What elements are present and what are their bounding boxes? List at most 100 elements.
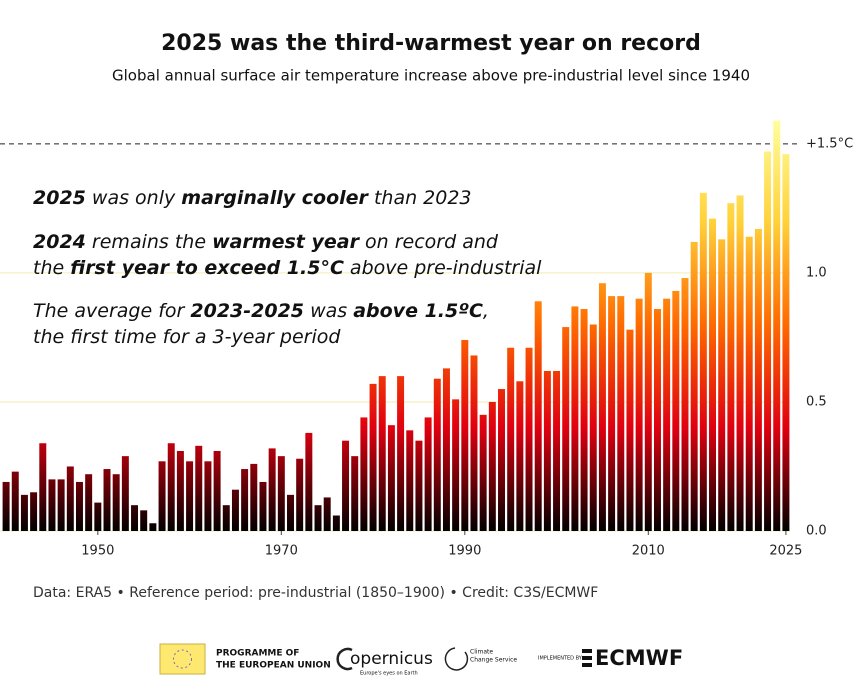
logo-text: ECMWF: [595, 646, 683, 670]
bar: [222, 505, 230, 531]
bar: [149, 523, 157, 531]
bar: [250, 463, 258, 531]
logo-text: opernicus: [350, 649, 433, 669]
logo-text: IMPLEMENTED BY: [538, 656, 583, 662]
logos: PROGRAMME OF THE EUROPEAN UNION opernicu…: [159, 643, 683, 677]
bar: [415, 440, 423, 531]
bar: [782, 154, 790, 531]
annotation-segment: was: [304, 300, 353, 322]
bar: [397, 376, 405, 531]
bar: [2, 481, 10, 531]
bar: [553, 370, 561, 531]
bar: [131, 505, 139, 531]
bar: [112, 474, 120, 531]
bar: [11, 471, 19, 531]
annotation-segment: ,: [483, 300, 489, 322]
bar: [231, 489, 239, 531]
bar: [626, 329, 634, 531]
annotation-segment: was only: [86, 187, 181, 209]
bar: [241, 469, 249, 531]
bar: [699, 192, 707, 531]
annotation: the first year to exceed 1.5°C above pre…: [33, 257, 542, 279]
y-tick-label: 0.0: [806, 524, 827, 539]
x-tick-label: 1950: [81, 544, 114, 559]
bar: [653, 309, 661, 531]
bar: [268, 448, 276, 531]
logo-text: Change Service: [470, 657, 517, 664]
bar: [351, 456, 359, 531]
annotation-segment: warmest year: [212, 231, 361, 253]
bar: [204, 461, 212, 531]
bar: [305, 432, 313, 531]
annotation-segment: the: [33, 257, 70, 279]
bar: [644, 272, 652, 531]
bar: [176, 450, 184, 531]
ecmwf-icon: [582, 649, 592, 667]
bar: [75, 481, 83, 531]
bar: [369, 383, 377, 531]
annotation-segment: 2023-2025: [190, 300, 304, 322]
annotation-segment: first year to exceed 1.5°C: [70, 257, 344, 279]
annotation-segment: above 1.5ºC: [353, 300, 483, 322]
bar: [48, 479, 56, 531]
bar: [534, 301, 542, 531]
x-tick-label: 1990: [448, 544, 481, 559]
bar: [470, 355, 478, 531]
bar: [608, 296, 616, 531]
bar: [672, 290, 680, 531]
bar: [140, 510, 148, 531]
bar: [360, 417, 368, 531]
annotation-segment: above pre-industrial: [344, 257, 542, 279]
y-tick-label: +1.5°C: [806, 136, 853, 151]
bar: [332, 515, 340, 531]
y-tick-label: 1.0: [806, 265, 827, 280]
bar: [277, 456, 285, 531]
bar: [764, 151, 772, 531]
bar: [323, 497, 331, 531]
bar: [635, 298, 643, 531]
chart-subtitle: Global annual surface air temperature in…: [112, 67, 750, 85]
bar: [103, 469, 111, 531]
x-tick-label: 2025: [769, 544, 802, 559]
bar: [186, 461, 194, 531]
bar: [433, 378, 441, 531]
bar: [690, 241, 698, 531]
bar: [617, 296, 625, 531]
annotation: the first time for a 3-year period: [33, 326, 341, 348]
annotation-segment: marginally cooler: [181, 187, 369, 209]
bar: [773, 120, 781, 532]
bar: [424, 417, 432, 531]
plot: 0.0 0.5 1.0 +1.5°C 1950 1970 1990 2010 2025: [0, 120, 853, 559]
bar: [378, 376, 386, 531]
bar: [507, 347, 515, 531]
y-tick-label: 0.5: [806, 394, 827, 409]
bar: [20, 494, 28, 531]
bar: [30, 492, 38, 531]
bar: [479, 414, 487, 531]
bar: [745, 236, 753, 532]
logo-text: PROGRAMME OF: [216, 649, 299, 659]
bar: [754, 228, 762, 531]
bar: [736, 195, 744, 531]
chart-title: 2025 was the third-warmest year on recor…: [161, 31, 701, 56]
footer: Data: ERA5 • Reference period: pre-indus…: [33, 585, 598, 601]
bar: [296, 458, 304, 531]
bar: [57, 479, 65, 531]
annotation-segment: 2025: [33, 187, 86, 209]
x-tick-label: 1970: [265, 544, 298, 559]
bar: [589, 324, 597, 531]
bar: [543, 370, 551, 531]
annotation: The average for 2023-2025 was above 1.5º…: [33, 300, 489, 322]
bar: [442, 368, 450, 531]
bar: [85, 474, 93, 531]
bar: [39, 443, 47, 531]
bar: [213, 450, 221, 531]
bar: [406, 430, 414, 531]
annotation: 2024 remains the warmest year on record …: [33, 231, 499, 253]
bar: [121, 456, 129, 531]
bar: [525, 347, 533, 531]
bar: [681, 278, 689, 531]
x-tick-label: 2010: [632, 544, 665, 559]
annotation-segment: 2024: [33, 231, 86, 253]
